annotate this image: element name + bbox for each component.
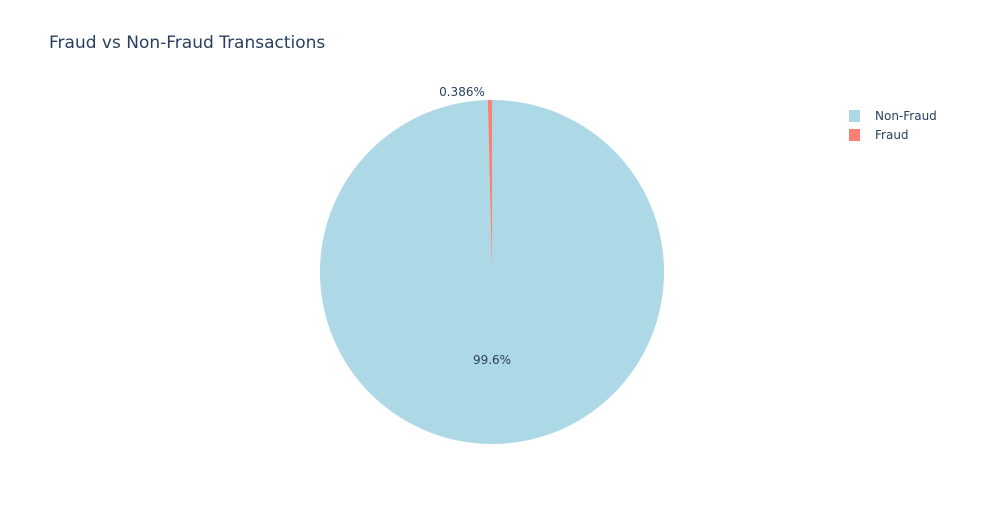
legend-label-non-fraud: Non-Fraud [875,108,937,123]
legend: Non-Fraud Fraud [849,106,937,144]
slice-label-non-fraud: 99.6% [473,353,511,367]
slice-label-fraud: 0.386% [439,85,485,99]
legend-label-fraud: Fraud [875,127,909,142]
legend-swatch-non-fraud [849,109,860,122]
legend-swatch-fraud [849,128,860,141]
pie-slice-fraud[interactable] [487,100,492,272]
legend-item-fraud[interactable]: Fraud [849,125,937,144]
chart-title: Fraud vs Non-Fraud Transactions [49,33,326,53]
legend-item-non-fraud[interactable]: Non-Fraud [849,106,937,125]
